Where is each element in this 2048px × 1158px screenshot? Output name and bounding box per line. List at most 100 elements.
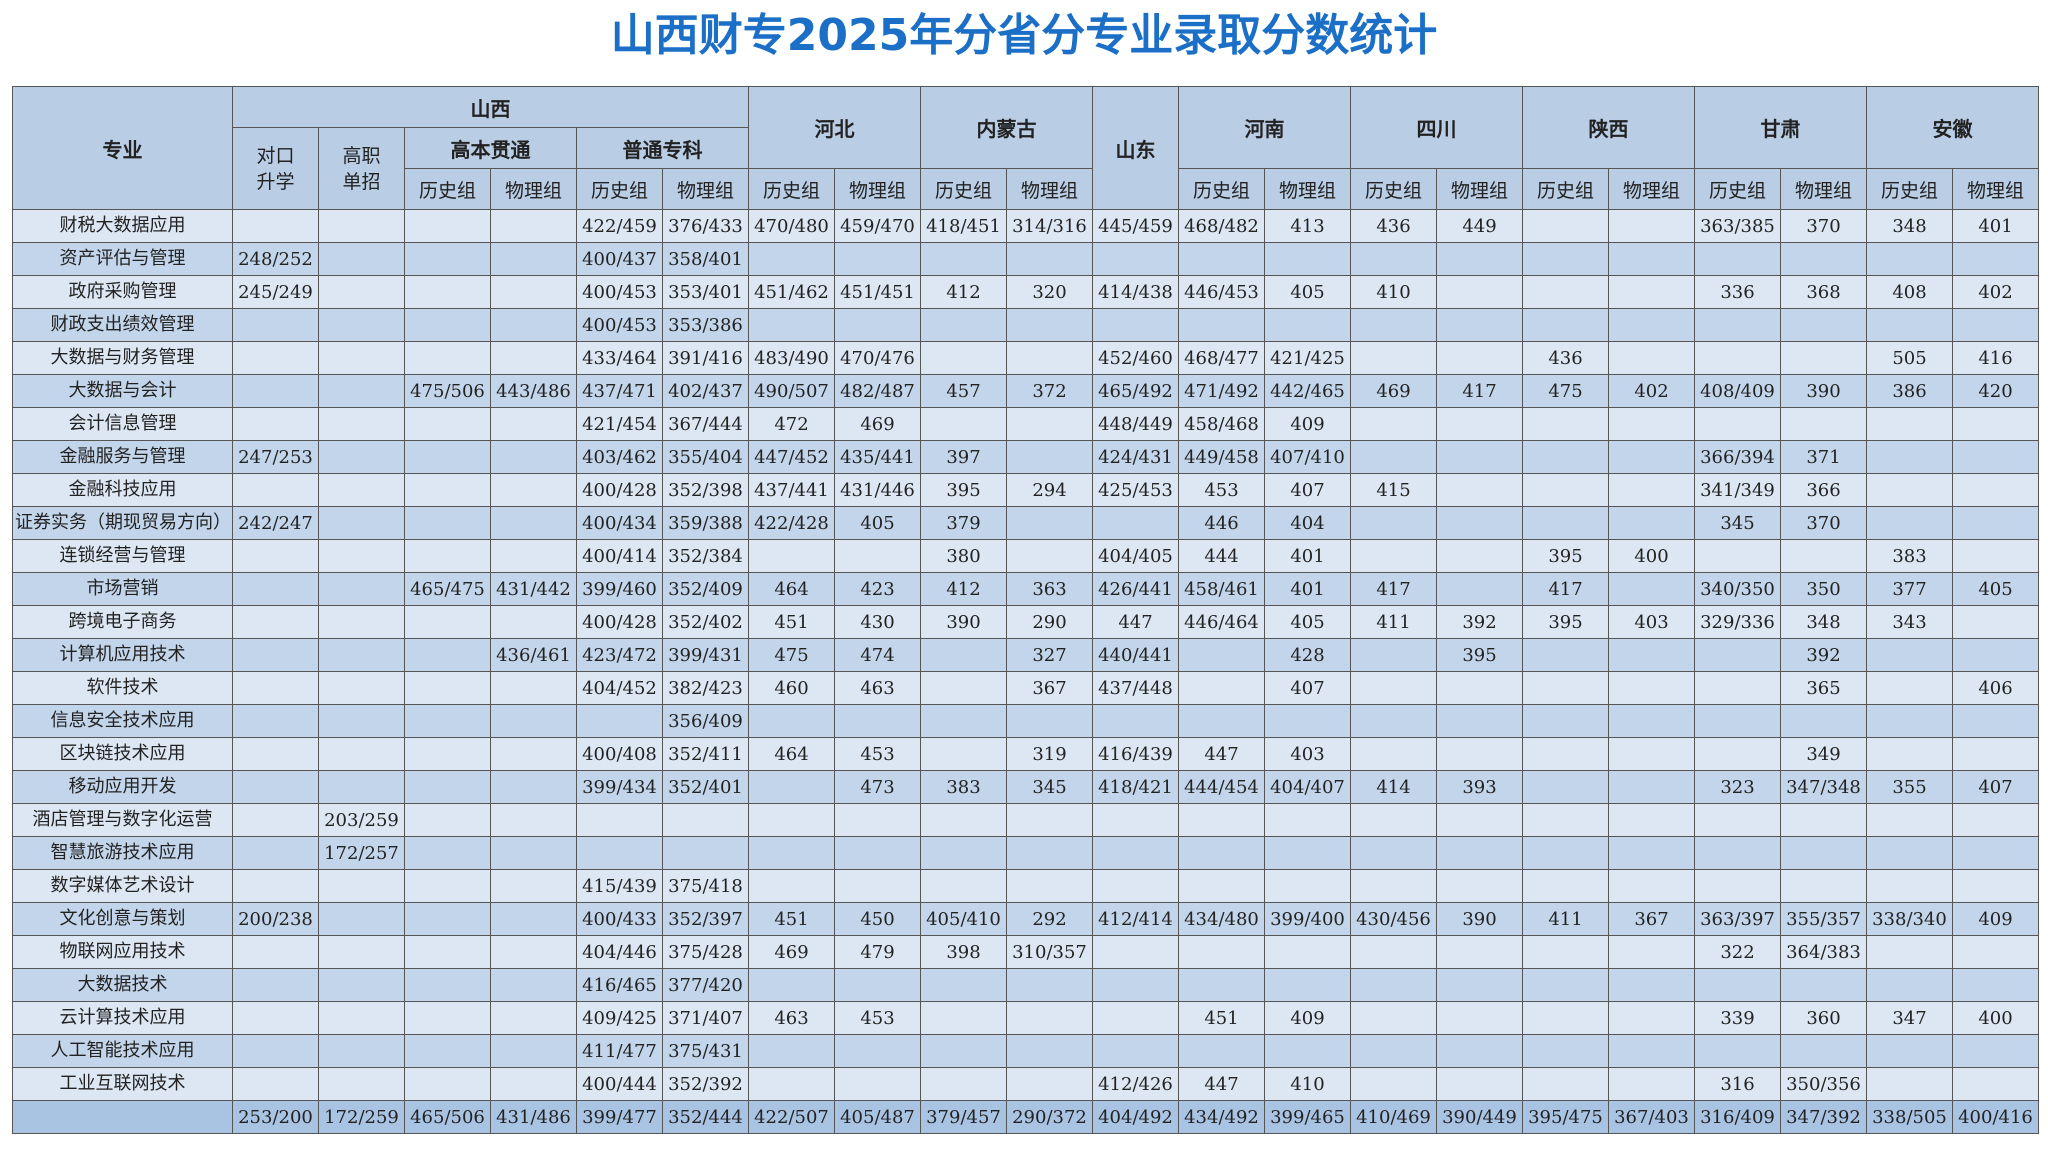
score-cell: 409 — [1264, 1001, 1351, 1035]
score-cell: 363/397 — [1694, 902, 1781, 936]
header-cell: 高职单招 — [318, 127, 405, 210]
table-row: 人工智能技术应用 411/477 375/431 — [12, 1034, 2039, 1068]
score-cell — [404, 242, 491, 276]
header-cell: 历史组 — [748, 168, 835, 210]
score-cell: 292 — [1006, 902, 1093, 936]
score-cell: 405 — [1264, 605, 1351, 639]
score-cell — [1866, 671, 1953, 705]
score-cell — [1264, 803, 1351, 837]
table-row: 资产评估与管理 248/252 400/437 358/401 — [12, 242, 2039, 276]
score-cell — [1092, 1034, 1179, 1068]
score-cell — [834, 836, 921, 870]
score-cell — [1436, 440, 1523, 474]
score-cell — [748, 242, 835, 276]
score-cell: 404/405 — [1092, 539, 1179, 573]
score-cell — [318, 572, 405, 606]
score-cell — [1866, 242, 1953, 276]
score-cell — [1608, 440, 1695, 474]
score-cell — [404, 209, 491, 243]
score-cell — [1178, 836, 1265, 870]
score-cell: 316/409 — [1694, 1100, 1781, 1134]
score-cell — [1694, 869, 1781, 903]
score-cell — [1780, 968, 1867, 1002]
table-row: 计算机应用技术 436/461 423/472 399/431 475 474 327 440… — [12, 638, 2039, 672]
header-cell: 物理组 — [1608, 168, 1695, 210]
score-cell — [1350, 1067, 1437, 1101]
score-cell: 386 — [1866, 374, 1953, 408]
major-cell: 人工智能技术应用 — [12, 1034, 233, 1068]
score-cell: 414 — [1350, 770, 1437, 804]
score-cell: 460 — [748, 671, 835, 705]
score-cell — [834, 704, 921, 738]
major-cell: 证券实务（期现贸易方向） — [12, 506, 233, 540]
score-cell — [1006, 869, 1093, 903]
table-row: 金融科技应用 400/428 352/398 437/441 431/446 395 294… — [12, 473, 2039, 507]
table-row: 云计算技术应用 409/425 371/407 463 453 451 409 339 360 3… — [12, 1001, 2039, 1035]
header-cell: 山东 — [1092, 86, 1179, 210]
score-cell: 290 — [1006, 605, 1093, 639]
score-cell: 453 — [834, 737, 921, 771]
score-cell — [1092, 968, 1179, 1002]
score-cell — [1436, 275, 1523, 309]
score-cell: 402 — [1952, 275, 2039, 309]
major-cell: 软件技术 — [12, 671, 233, 705]
score-cell: 453 — [834, 1001, 921, 1035]
score-cell — [318, 374, 405, 408]
score-cell — [748, 1034, 835, 1068]
score-cell — [1694, 968, 1781, 1002]
score-cell: 379 — [920, 506, 1007, 540]
score-cell — [1436, 836, 1523, 870]
major-cell: 酒店管理与数字化运营 — [12, 803, 233, 837]
score-cell — [920, 737, 1007, 771]
score-cell — [1522, 1067, 1609, 1101]
score-cell — [1866, 704, 1953, 738]
score-cell — [1006, 836, 1093, 870]
score-cell: 367/403 — [1608, 1100, 1695, 1134]
score-cell — [1092, 935, 1179, 969]
score-cell — [1006, 440, 1093, 474]
score-cell — [920, 671, 1007, 705]
score-cell — [1866, 638, 1953, 672]
header-cell: 高本贯通 — [404, 127, 577, 169]
score-cell — [576, 836, 663, 870]
score-cell — [834, 1034, 921, 1068]
major-cell: 文化创意与策划 — [12, 902, 233, 936]
table-row: 市场营销 465/475 431/442 399/460 352/409 464 423 41… — [12, 572, 2039, 606]
score-cell: 352/444 — [662, 1100, 749, 1134]
score-cell — [1608, 737, 1695, 771]
score-cell: 404/452 — [576, 671, 663, 705]
score-cell — [1694, 704, 1781, 738]
score-cell: 382/423 — [662, 671, 749, 705]
score-cell — [1952, 638, 2039, 672]
score-cell: 352/411 — [662, 737, 749, 771]
score-cell: 479 — [834, 935, 921, 969]
score-cell: 404/446 — [576, 935, 663, 969]
score-cell — [1006, 539, 1093, 573]
score-cell — [1522, 704, 1609, 738]
score-cell: 411 — [1522, 902, 1609, 936]
score-cell: 463 — [748, 1001, 835, 1035]
header-cell: 历史组 — [1350, 168, 1437, 210]
score-cell — [318, 968, 405, 1002]
score-cell: 458/468 — [1178, 407, 1265, 441]
score-cell — [490, 704, 577, 738]
score-cell: 410 — [1350, 275, 1437, 309]
score-cell: 412/426 — [1092, 1067, 1179, 1101]
score-cell: 490/507 — [748, 374, 835, 408]
score-cell: 399/465 — [1264, 1100, 1351, 1134]
score-cell — [490, 671, 577, 705]
score-cell: 355/357 — [1780, 902, 1867, 936]
score-cell — [1608, 968, 1695, 1002]
score-cell: 355/404 — [662, 440, 749, 474]
score-cell: 472 — [748, 407, 835, 441]
score-cell — [1436, 1034, 1523, 1068]
header-cell: 历史组 — [576, 168, 663, 210]
score-cell: 352/402 — [662, 605, 749, 639]
score-cell — [834, 242, 921, 276]
score-cell: 355 — [1866, 770, 1953, 804]
score-cell — [490, 1067, 577, 1101]
header-cell: 安徽 — [1866, 86, 2039, 169]
score-cell — [490, 803, 577, 837]
score-cell — [1780, 1034, 1867, 1068]
header-cell: 历史组 — [1866, 168, 1953, 210]
